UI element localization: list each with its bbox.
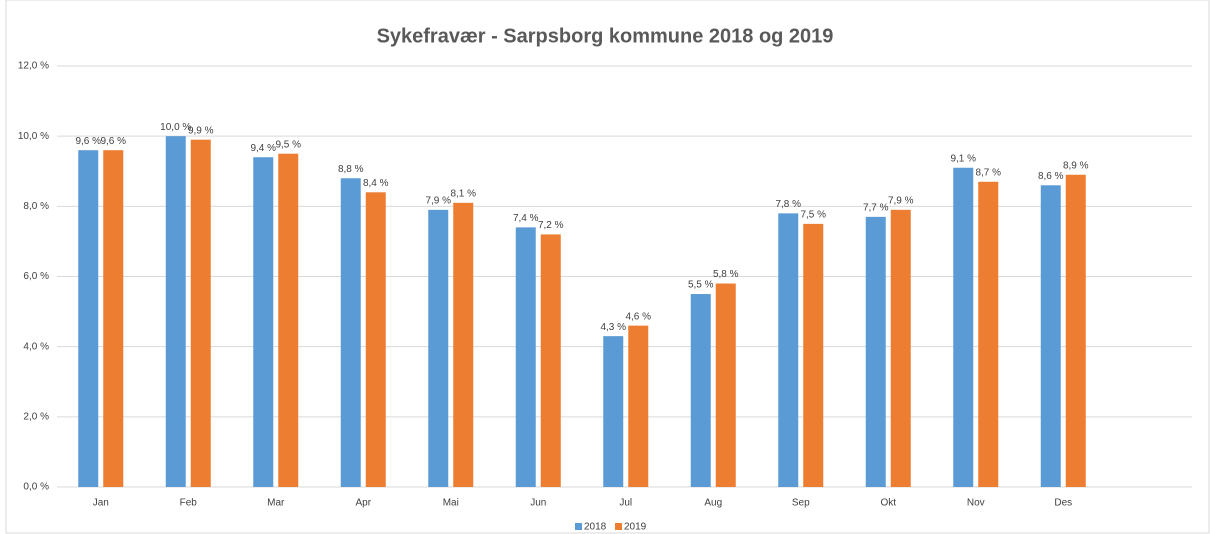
- y-tick-label: 2,0 %: [23, 411, 49, 422]
- value-label: 9,6 %: [75, 136, 101, 147]
- x-tick-label: Okt: [880, 498, 896, 509]
- y-tick-label: 4,0 %: [23, 341, 49, 352]
- y-tick-label: 8,0 %: [23, 201, 49, 212]
- value-label: 4,3 %: [600, 322, 626, 333]
- x-tick-label: Aug: [704, 498, 722, 509]
- bar: [778, 213, 799, 487]
- bar: [628, 325, 649, 487]
- value-label: 10,0 %: [160, 122, 191, 133]
- bar: [365, 192, 386, 488]
- bar: [253, 157, 274, 487]
- value-label: 5,5 %: [688, 280, 714, 291]
- chart-title: Sykefravær - Sarpsborg kommune 2018 og 2…: [377, 25, 834, 47]
- bar: [190, 139, 211, 488]
- x-tick-label: Mai: [443, 498, 459, 509]
- bar: [1040, 185, 1061, 488]
- bar: [540, 234, 561, 487]
- value-label: 9,5 %: [275, 139, 301, 150]
- legend-label: 2019: [624, 522, 647, 533]
- y-tick-label: 10,0 %: [18, 131, 49, 142]
- x-tick-label: Apr: [355, 498, 371, 509]
- x-tick-label: Jul: [619, 498, 632, 509]
- legend-label: 2018: [584, 522, 607, 533]
- chart-border: [5, 0, 1210, 534]
- x-tick-label: Jan: [93, 498, 109, 509]
- value-label: 9,9 %: [188, 125, 214, 136]
- legend-swatch: [575, 523, 582, 530]
- bar: [278, 153, 299, 488]
- bar: [165, 136, 186, 487]
- y-tick-label: 12,0 %: [18, 61, 49, 72]
- x-tick-label: Nov: [967, 498, 985, 509]
- value-label: 9,6 %: [100, 136, 126, 147]
- value-label: 4,6 %: [625, 311, 651, 322]
- bar: [453, 202, 474, 487]
- bar: [803, 223, 824, 487]
- value-label: 7,4 %: [513, 213, 539, 224]
- bar: [103, 150, 124, 487]
- y-tick-label: 6,0 %: [23, 271, 49, 282]
- value-label: 7,2 %: [538, 220, 564, 231]
- x-tick-label: Jun: [530, 498, 546, 509]
- x-tick-label: Feb: [180, 498, 198, 509]
- bar: [1065, 174, 1086, 487]
- x-tick-label: Sep: [792, 498, 810, 509]
- bar: [690, 294, 711, 487]
- y-tick-label: 0,0 %: [23, 482, 49, 493]
- bar: [428, 209, 449, 487]
- value-label: 7,8 %: [775, 199, 801, 210]
- value-label: 7,9 %: [425, 195, 451, 206]
- bar: [515, 227, 536, 487]
- bar: [865, 216, 886, 487]
- value-label: 7,9 %: [888, 195, 914, 206]
- value-label: 7,5 %: [800, 210, 826, 221]
- bar: [890, 209, 911, 487]
- value-label: 5,8 %: [713, 269, 739, 280]
- value-label: 8,1 %: [450, 188, 476, 199]
- value-label: 8,7 %: [975, 167, 1001, 178]
- value-label: 9,4 %: [250, 143, 276, 154]
- value-label: 7,7 %: [863, 202, 889, 213]
- x-tick-label: Des: [1054, 498, 1072, 509]
- value-label: 8,9 %: [1063, 160, 1089, 171]
- value-label: 8,6 %: [1038, 171, 1064, 182]
- bar: [340, 178, 361, 487]
- bar: [78, 150, 99, 487]
- bar: [715, 283, 736, 487]
- value-label: 9,1 %: [950, 153, 976, 164]
- bar: [978, 181, 999, 487]
- bar: [603, 336, 624, 487]
- value-label: 8,8 %: [338, 164, 364, 175]
- x-tick-label: Mar: [267, 498, 285, 509]
- legend-swatch: [615, 523, 622, 530]
- bar: [953, 167, 974, 487]
- value-label: 8,4 %: [363, 178, 389, 189]
